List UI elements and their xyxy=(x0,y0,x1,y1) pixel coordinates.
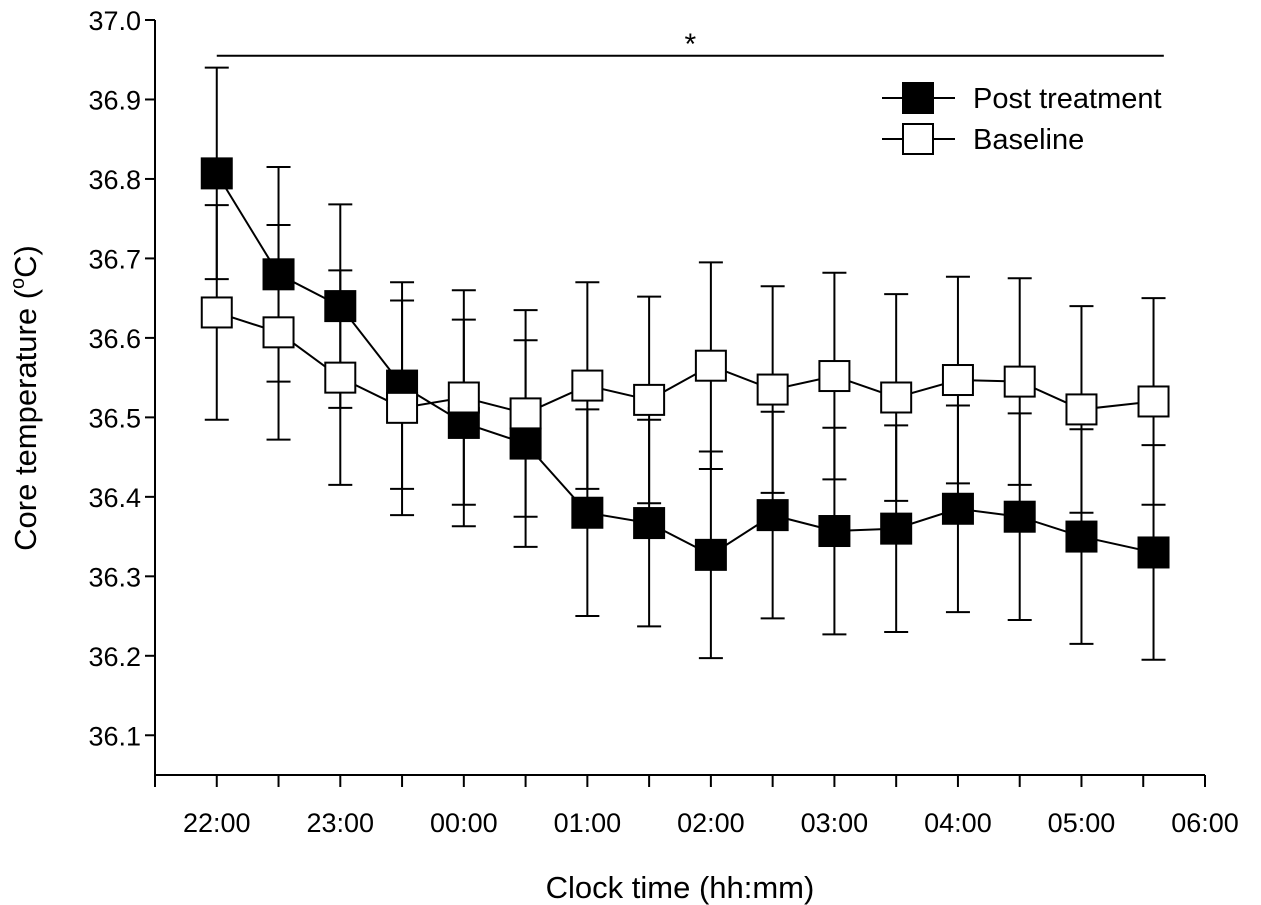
y-tick-label: 36.6 xyxy=(88,324,141,354)
x-tick-label: 02:00 xyxy=(677,808,745,838)
data-point xyxy=(386,391,419,424)
legend-marker xyxy=(902,123,934,155)
data-point xyxy=(633,383,666,416)
data-point xyxy=(818,360,851,393)
y-tick-label: 37.0 xyxy=(88,6,141,36)
y-axis-label-superscript: o xyxy=(7,278,29,289)
axes: 36.1 36.2 36.3 36.4 36.5 36.6 36.7 36.8 36.9 37.0… xyxy=(88,6,1238,838)
y-tick-label: 36.7 xyxy=(88,244,141,274)
data-point xyxy=(941,364,974,397)
data-point xyxy=(756,499,789,532)
significance-star: * xyxy=(684,28,696,61)
data-point xyxy=(1003,365,1036,398)
data-point xyxy=(1137,385,1170,418)
y-tick-label: 36.4 xyxy=(88,483,141,513)
y-tick-label: 36.2 xyxy=(88,642,141,672)
legend-marker xyxy=(902,82,934,114)
x-tick-label: 23:00 xyxy=(307,808,375,838)
data-point xyxy=(200,157,233,190)
y-tick-label: 36.8 xyxy=(88,165,141,195)
legend-label: Baseline xyxy=(973,124,1084,156)
data-point xyxy=(1065,520,1098,553)
data-point xyxy=(200,296,233,329)
data-point xyxy=(880,381,913,414)
y-tick-label: 36.9 xyxy=(88,85,141,115)
data-point xyxy=(694,349,727,382)
data-point xyxy=(818,515,851,548)
data-point xyxy=(694,538,727,571)
legend: Post treatment Baseline xyxy=(882,82,1162,156)
data-point xyxy=(1003,500,1036,533)
y-tick-label: 36.1 xyxy=(88,721,141,751)
x-tick-label: 03:00 xyxy=(801,808,869,838)
data-point xyxy=(756,373,789,406)
y-axis-label: Core temperature (oC) xyxy=(7,245,43,551)
data-point xyxy=(1137,536,1170,569)
data-point xyxy=(633,507,666,540)
data-point xyxy=(1065,393,1098,426)
legend-label: Post treatment xyxy=(973,83,1162,115)
data-point xyxy=(880,512,913,545)
data-point xyxy=(447,381,480,414)
data-point xyxy=(941,492,974,525)
series-line xyxy=(216,311,1154,415)
significance-annotation: * xyxy=(216,28,1164,61)
x-tick-label: 00:00 xyxy=(430,808,498,838)
x-tick-label: 06:00 xyxy=(1171,808,1239,838)
data-point xyxy=(571,369,604,402)
data-point xyxy=(571,496,604,529)
series-line xyxy=(215,172,1154,557)
data-point xyxy=(509,397,542,430)
x-tick-label: 01:00 xyxy=(554,808,622,838)
data-point xyxy=(324,361,357,394)
data-point xyxy=(262,316,295,349)
y-tick-label: 36.3 xyxy=(88,562,141,592)
y-axis-label-prefix: Core temperature ( xyxy=(8,288,43,551)
x-tick-label: 05:00 xyxy=(1048,808,1116,838)
y-tick-label: 36.5 xyxy=(88,403,141,433)
x-tick-label: 22:00 xyxy=(183,808,251,838)
series-layer xyxy=(200,66,1170,661)
y-axis-label-suffix: C) xyxy=(8,245,43,278)
series-baseline xyxy=(200,204,1170,518)
x-tick-label: 04:00 xyxy=(924,808,992,838)
x-axis-label: Clock time (hh:mm) xyxy=(546,870,815,905)
